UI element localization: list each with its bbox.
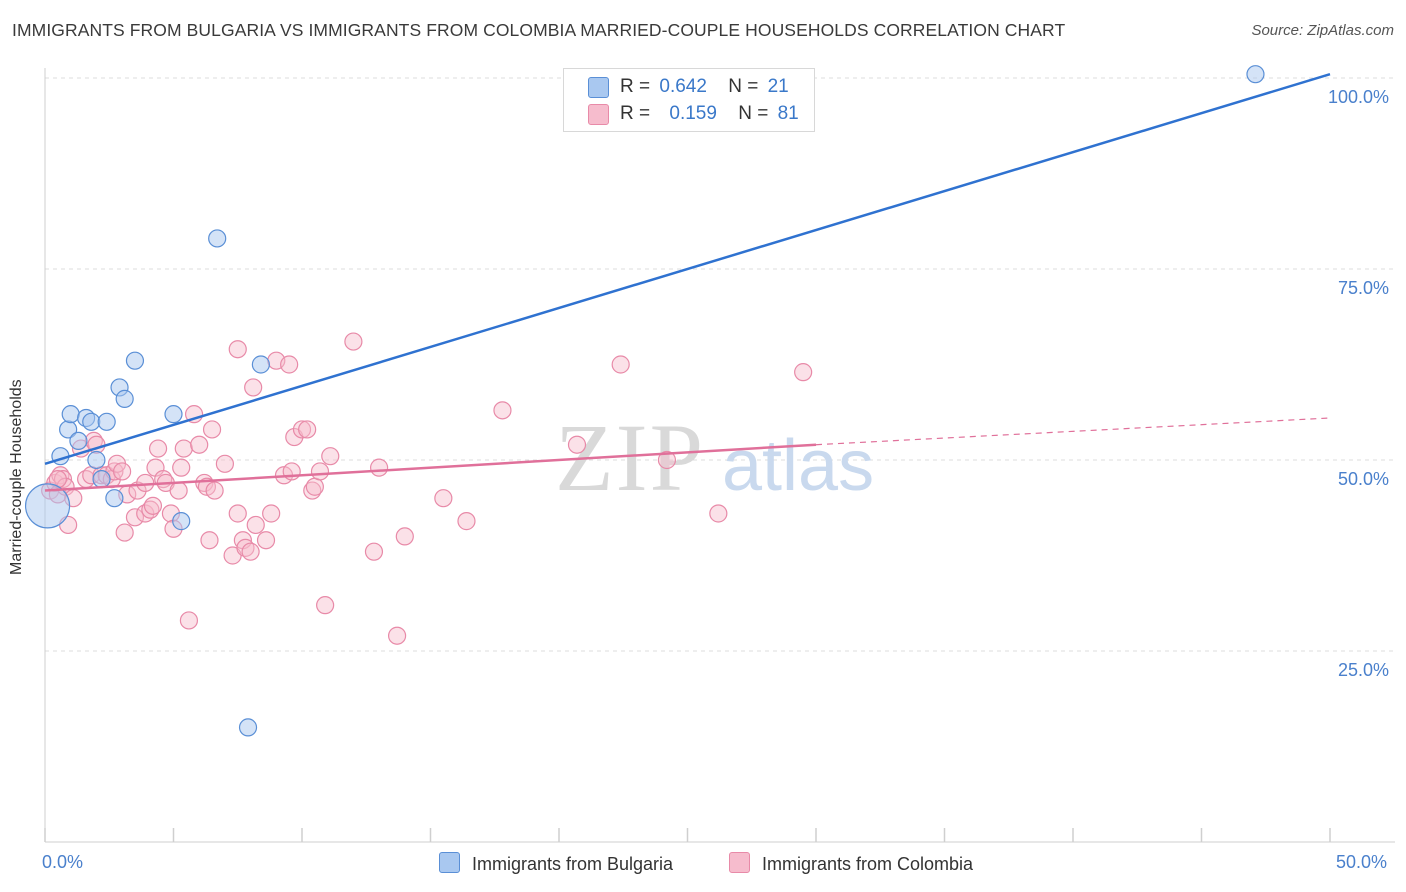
colombia-point xyxy=(262,504,281,523)
colombia-point xyxy=(246,515,265,535)
colombia-point xyxy=(169,481,188,500)
watermark: ZIP atlas xyxy=(555,404,874,511)
bulgaria-point xyxy=(172,512,191,531)
legend-r-value-bulgaria: 0.642 xyxy=(659,76,707,97)
colombia-point xyxy=(657,450,677,470)
bottom-legend-label-bulgaria: Immigrants from Bulgaria xyxy=(472,854,674,874)
y-tick-label-50: 50.0% xyxy=(1338,469,1390,489)
chart-title: IMMIGRANTS FROM BULGARIA VS IMMIGRANTS F… xyxy=(12,20,1066,40)
axes xyxy=(44,68,1395,843)
bulgaria-point xyxy=(24,483,71,529)
bulgaria-point xyxy=(238,718,258,737)
colombia-trendline xyxy=(44,443,817,492)
bulgaria-point xyxy=(97,412,116,431)
bulgaria-point xyxy=(251,355,270,374)
colombia-trendline-extension xyxy=(815,417,1331,446)
y-tick-label-75: 75.0% xyxy=(1338,278,1390,298)
bottom-legend-colombia: Immigrants from Colombia xyxy=(729,852,973,875)
legend-swatch-colombia xyxy=(588,104,609,125)
legend-r-label: R = xyxy=(620,103,651,124)
bulgaria-point xyxy=(164,405,183,424)
colombia-point xyxy=(493,401,512,420)
x-tick-label-min: 0.0% xyxy=(42,852,84,872)
y-tick-label-100: 100.0% xyxy=(1328,87,1390,107)
legend-n-value-bulgaria: 21 xyxy=(767,76,789,97)
bulgaria-point xyxy=(82,412,101,431)
colombia-point xyxy=(244,378,263,397)
legend-r-value-colombia: 0.159 xyxy=(669,103,717,124)
bulgaria-point xyxy=(87,450,106,470)
colombia-point xyxy=(298,420,317,439)
colombia-point xyxy=(321,447,340,466)
colombia-point xyxy=(202,420,222,439)
colombia-point xyxy=(457,512,476,531)
bulgaria-point xyxy=(115,389,134,408)
bottom-legend-swatch-colombia xyxy=(729,852,750,873)
colombia-point xyxy=(205,481,224,500)
colombia-point xyxy=(241,542,260,561)
bottom-legend-label-colombia: Immigrants from Colombia xyxy=(762,854,974,874)
legend-r-label: R = xyxy=(620,76,651,97)
legend-n-label: N = xyxy=(738,103,769,124)
colombia-point xyxy=(148,439,168,458)
colombia-point xyxy=(364,542,384,561)
bottom-legend-swatch-bulgaria xyxy=(439,852,460,873)
source-label: Source: ZipAtlas.com xyxy=(1251,22,1394,39)
x-tick-label-max: 50.0% xyxy=(1336,852,1388,872)
colombia-point xyxy=(256,531,276,550)
colombia-point xyxy=(115,523,134,542)
colombia-point xyxy=(172,458,191,477)
bulgaria-points xyxy=(24,65,1265,737)
colombia-point xyxy=(344,332,363,351)
bulgaria-point xyxy=(69,431,88,450)
colombia-point xyxy=(305,477,324,496)
colombia-point xyxy=(228,340,247,359)
legend-n-label: N = xyxy=(728,76,759,97)
colombia-point xyxy=(611,355,630,374)
bulgaria-point xyxy=(61,405,80,424)
colombia-point xyxy=(112,462,132,481)
bulgaria-point xyxy=(208,229,227,248)
colombia-point xyxy=(370,458,389,477)
y-tick-label-25: 25.0% xyxy=(1338,660,1390,680)
legend-swatch-bulgaria xyxy=(588,77,609,98)
colombia-point xyxy=(190,435,209,454)
colombia-point xyxy=(794,363,813,382)
watermark-atlas: atlas xyxy=(722,426,874,506)
colombia-point xyxy=(567,435,587,454)
bulgaria-trendline xyxy=(44,72,1331,466)
colombia-point xyxy=(292,420,312,439)
legend: R = 0.642 N = 21 R = 0.159 N = 81 xyxy=(563,68,815,132)
colombia-point xyxy=(434,489,453,508)
bulgaria-point xyxy=(105,489,124,508)
colombia-point xyxy=(395,527,414,546)
bulgaria-point xyxy=(92,470,111,489)
colombia-point xyxy=(709,504,728,523)
bottom-legend-bulgaria: Immigrants from Bulgaria xyxy=(439,852,673,875)
colombia-point xyxy=(174,439,193,458)
colombia-point xyxy=(228,504,247,523)
watermark-zip: ZIP xyxy=(555,404,705,511)
colombia-point xyxy=(143,496,163,515)
colombia-point xyxy=(200,531,219,550)
bulgaria-point xyxy=(1246,65,1265,84)
colombia-point xyxy=(310,462,330,481)
colombia-point xyxy=(316,596,335,615)
colombia-point xyxy=(125,508,145,527)
colombia-point xyxy=(280,355,299,374)
legend-n-value-colombia: 81 xyxy=(777,103,799,124)
gridlines xyxy=(45,77,1395,652)
colombia-point xyxy=(215,454,234,473)
colombia-point xyxy=(136,473,155,493)
trendlines xyxy=(44,72,1331,492)
colombia-point xyxy=(179,611,199,630)
colombia-point xyxy=(387,626,407,645)
bulgaria-point xyxy=(125,351,145,370)
